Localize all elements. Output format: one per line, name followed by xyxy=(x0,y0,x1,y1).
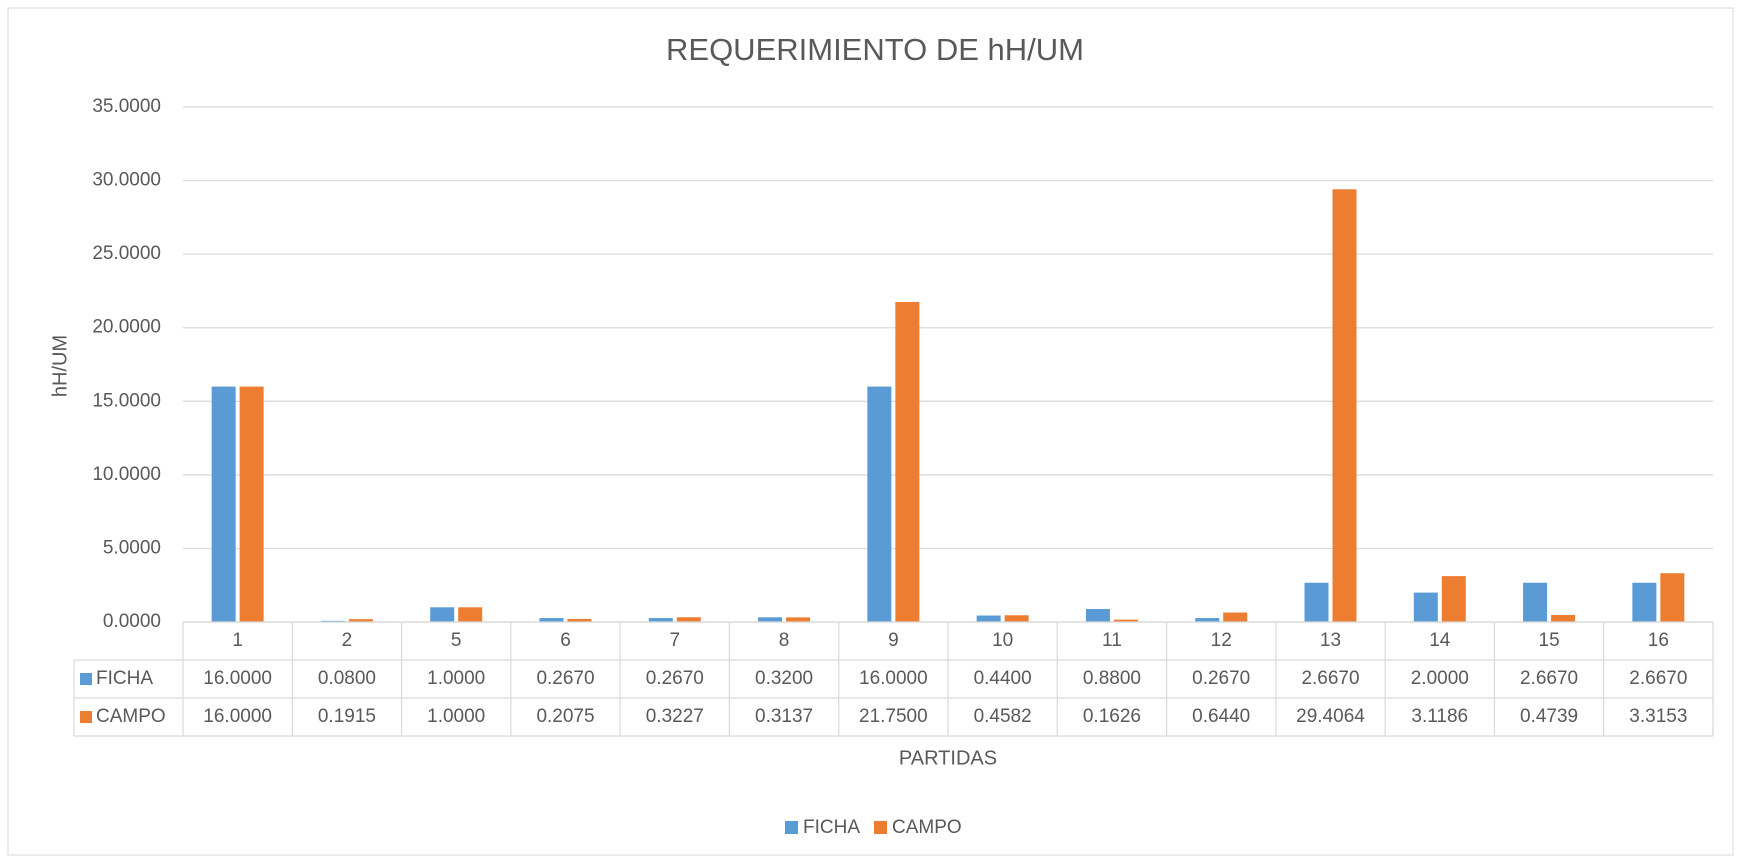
table-cell: 16.0000 xyxy=(203,668,272,689)
bar xyxy=(1413,592,1438,622)
bar xyxy=(1195,618,1220,622)
table-cell: 1.0000 xyxy=(427,668,485,689)
table-cell: 2.6670 xyxy=(1301,668,1359,689)
bar xyxy=(676,617,701,622)
x-tick-label: 13 xyxy=(1320,630,1341,651)
bar xyxy=(539,618,564,622)
table-cell: 2.0000 xyxy=(1411,668,1469,689)
bar xyxy=(648,618,673,622)
legend-label: CAMPO xyxy=(892,817,962,838)
bar xyxy=(211,386,236,622)
bar xyxy=(239,386,264,622)
y-tick-label: 35.0000 xyxy=(92,96,161,117)
bar xyxy=(1304,582,1329,622)
x-tick-label: 5 xyxy=(451,630,462,651)
table-cell: 0.1626 xyxy=(1083,706,1141,727)
x-tick-label: 1 xyxy=(232,630,243,651)
table-cell: 0.4739 xyxy=(1520,706,1578,727)
bar xyxy=(430,607,455,622)
table-cell: 21.7500 xyxy=(859,706,928,727)
table-cell: 29.4064 xyxy=(1296,706,1365,727)
bar xyxy=(1085,609,1110,622)
y-tick-label: 30.0000 xyxy=(92,170,161,191)
y-tick-label: 20.0000 xyxy=(92,317,161,338)
table-cell: 16.0000 xyxy=(859,668,928,689)
table-cell: 0.8800 xyxy=(1083,668,1141,689)
table-cell: 0.1915 xyxy=(318,706,376,727)
x-axis-label: PARTIDAS xyxy=(899,747,997,769)
table-legend-swatch xyxy=(80,711,92,723)
bar xyxy=(1551,615,1576,622)
table-legend-swatch xyxy=(80,673,92,685)
table-cell: 0.4582 xyxy=(974,706,1032,727)
table-cell: 0.2075 xyxy=(536,706,594,727)
bar xyxy=(348,619,373,622)
y-tick-label: 10.0000 xyxy=(92,464,161,485)
table-cell: 2.6670 xyxy=(1629,668,1687,689)
table-cell: 0.3227 xyxy=(646,706,704,727)
bar xyxy=(1523,582,1548,622)
y-tick-label: 5.0000 xyxy=(103,537,161,558)
table-cell: 3.3153 xyxy=(1629,706,1687,727)
table-series-name: CAMPO xyxy=(96,706,166,727)
x-tick-label: 12 xyxy=(1211,630,1232,651)
legend-swatch xyxy=(785,821,798,834)
bar xyxy=(1332,189,1357,622)
x-tick-label: 7 xyxy=(669,630,680,651)
bar xyxy=(1441,576,1466,622)
table-cell: 1.0000 xyxy=(427,706,485,727)
bar xyxy=(758,617,783,622)
y-tick-label: 0.0000 xyxy=(103,611,161,632)
x-tick-label: 8 xyxy=(779,630,790,651)
chart-title: REQUERIMIENTO DE hH/UM xyxy=(666,32,1084,67)
table-cell: 0.0800 xyxy=(318,668,376,689)
x-tick-label: 10 xyxy=(992,630,1013,651)
bar xyxy=(1223,612,1248,622)
bar xyxy=(1113,619,1138,622)
table-cell: 0.2670 xyxy=(1192,668,1250,689)
table-cell: 0.3200 xyxy=(755,668,813,689)
x-tick-label: 14 xyxy=(1429,630,1451,651)
bar xyxy=(867,386,892,622)
x-tick-label: 9 xyxy=(888,630,899,651)
bar xyxy=(567,618,592,622)
bar xyxy=(895,301,920,622)
bar xyxy=(1632,582,1657,622)
legend-label: FICHA xyxy=(803,817,860,838)
table-cell: 3.1186 xyxy=(1411,706,1468,727)
table-cell: 0.4400 xyxy=(974,668,1032,689)
table-cell: 0.6440 xyxy=(1192,706,1250,727)
table-cell: 2.6670 xyxy=(1520,668,1578,689)
table-series-name: FICHA xyxy=(96,668,153,689)
x-tick-label: 15 xyxy=(1539,630,1560,651)
bar xyxy=(1660,573,1685,622)
x-tick-label: 2 xyxy=(342,630,353,651)
table-cell: 16.0000 xyxy=(203,706,272,727)
bar xyxy=(458,607,483,622)
table-cell: 0.3137 xyxy=(755,706,813,727)
y-tick-label: 25.0000 xyxy=(92,243,161,264)
x-tick-label: 6 xyxy=(560,630,571,651)
x-tick-label: 16 xyxy=(1648,630,1669,651)
bar xyxy=(786,617,811,622)
table-cell: 0.2670 xyxy=(646,668,704,689)
y-axis-label: hH/UM xyxy=(49,335,71,397)
bar xyxy=(976,615,1001,622)
table-cell: 0.2670 xyxy=(536,668,594,689)
legend-swatch xyxy=(874,821,887,834)
y-tick-label: 15.0000 xyxy=(92,390,161,411)
bar xyxy=(1004,615,1029,622)
x-tick-label: 11 xyxy=(1102,630,1122,651)
